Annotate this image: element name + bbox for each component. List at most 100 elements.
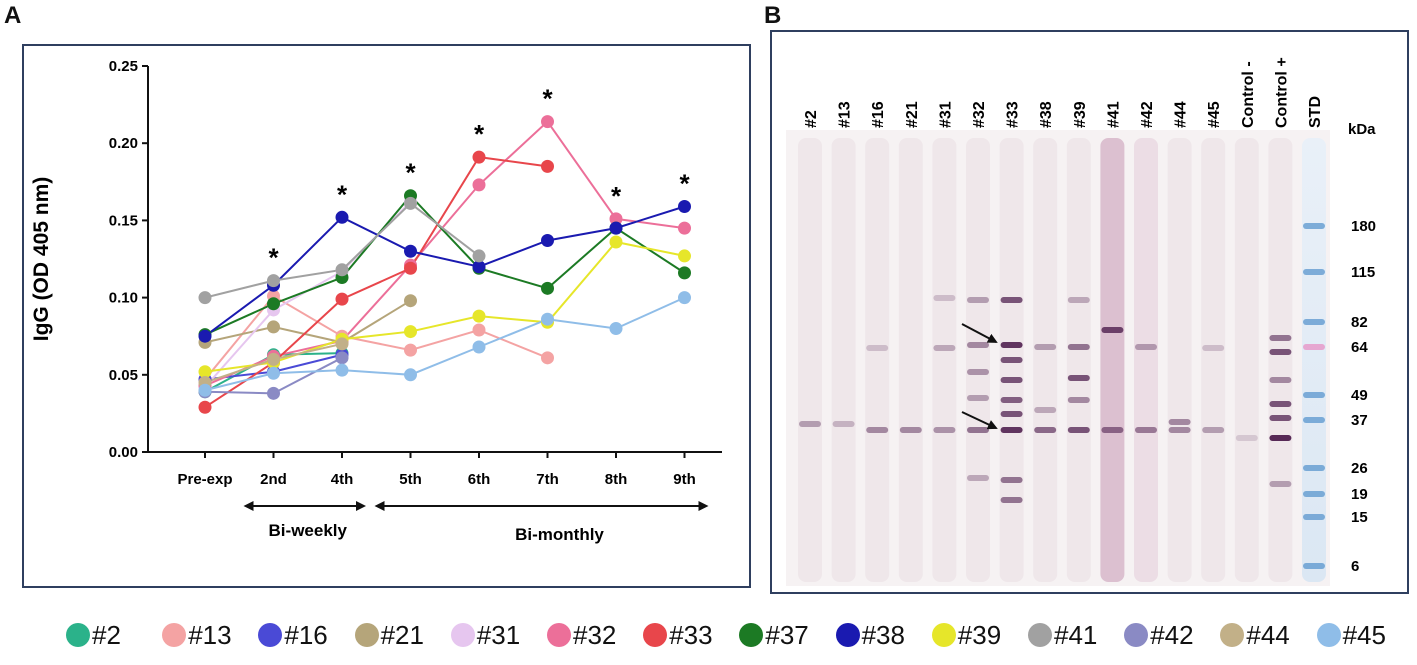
- band: [967, 297, 989, 303]
- y-tick-label: 0.05: [109, 367, 138, 384]
- band: [1135, 344, 1157, 350]
- band: [1101, 427, 1124, 433]
- kda-marker-label: 19: [1351, 486, 1368, 503]
- band: [933, 427, 956, 433]
- data-point-n13: [404, 343, 417, 357]
- band: [1269, 335, 1292, 341]
- series-line-n45: [204, 296, 685, 392]
- data-point-n38: [609, 221, 623, 235]
- kda-marker-label: 82: [1351, 314, 1368, 331]
- data-point-n39: [472, 309, 486, 323]
- series-line-n37: [204, 194, 686, 336]
- band: [1067, 344, 1090, 350]
- band: [1000, 397, 1023, 403]
- kda-marker-label: 115: [1351, 264, 1375, 281]
- band: [1000, 477, 1023, 483]
- lane-label: #38: [1038, 101, 1055, 128]
- x-tick-label: 2nd: [260, 471, 287, 488]
- legend-swatch-icon: [66, 623, 90, 647]
- data-point-n38: [472, 260, 486, 274]
- lane-label: #21: [904, 101, 921, 128]
- data-point-n32: [541, 115, 554, 129]
- band: [1168, 419, 1191, 425]
- y-tick-label: 0.15: [109, 212, 138, 229]
- lane-14: [1234, 138, 1259, 582]
- x-tick-label: 4th: [331, 471, 354, 488]
- data-point-n45: [541, 312, 554, 326]
- legend-item: #45: [1316, 612, 1386, 658]
- legend-item: #13: [162, 612, 232, 658]
- legend-swatch-icon: [450, 623, 475, 647]
- lane-label: #13: [837, 101, 854, 128]
- data-point-n41: [198, 291, 212, 305]
- band: [1000, 297, 1023, 303]
- kda-marker-label: 37: [1351, 412, 1368, 429]
- data-point-n41: [404, 196, 417, 210]
- legend-item: #37: [739, 612, 809, 658]
- band: [933, 295, 956, 301]
- lane-label: #39: [1072, 101, 1089, 128]
- y-tick-label: 0.25: [109, 58, 138, 75]
- y-tick-label: 0.00: [109, 444, 138, 461]
- lane-15: [1268, 138, 1293, 582]
- series-line-n32: [204, 120, 685, 387]
- legend-item: #33: [643, 612, 713, 658]
- lane-label: #44: [1173, 101, 1190, 128]
- lane-4: [898, 138, 923, 582]
- legend-swatch-icon: [1316, 623, 1341, 647]
- data-point-n38: [541, 233, 554, 247]
- band: [899, 427, 922, 433]
- legend-item: #21: [354, 612, 424, 658]
- kda-marker-label: 26: [1351, 460, 1368, 477]
- band: [1000, 497, 1023, 503]
- legend-item: #32: [547, 612, 616, 658]
- data-point-n44: [267, 352, 280, 366]
- kda-marker-label: 15: [1351, 509, 1368, 526]
- data-point-n39: [678, 249, 691, 263]
- legend-label: #44: [1246, 619, 1290, 650]
- legend-label: #37: [765, 619, 809, 650]
- significance-star: *: [542, 84, 553, 114]
- kda-unit-label: kDa: [1348, 121, 1376, 138]
- band: [1202, 427, 1225, 433]
- legend-label: #41: [1054, 619, 1098, 650]
- ladder-band: [1303, 563, 1325, 569]
- legend-label: #45: [1342, 619, 1386, 650]
- legend-item: #16: [258, 612, 328, 658]
- data-point-n37: [267, 297, 280, 311]
- legend-swatch-icon: [1124, 623, 1149, 647]
- legend-swatch-icon: [643, 623, 668, 647]
- band: [1000, 342, 1023, 348]
- band: [1235, 435, 1258, 441]
- band: [832, 421, 855, 427]
- legend-swatch-icon: [354, 623, 379, 647]
- data-point-n39: [404, 325, 417, 339]
- data-point-n41: [267, 274, 280, 288]
- band: [866, 427, 889, 433]
- data-point-n39: [198, 365, 212, 379]
- data-point-n32: [472, 178, 486, 192]
- y-tick-label: 0.20: [109, 135, 138, 152]
- series-line-n31: [204, 201, 412, 388]
- data-point-n33: [472, 150, 486, 164]
- significance-star: *: [611, 181, 622, 211]
- lane-2: [831, 138, 856, 582]
- significance-star: *: [337, 179, 348, 209]
- data-point-n33: [198, 400, 212, 414]
- band: [1269, 401, 1292, 407]
- band-arrow-upper: [961, 323, 998, 343]
- data-point-n41: [335, 263, 349, 277]
- significance-star: *: [268, 243, 279, 273]
- data-point-n42: [335, 351, 349, 365]
- legend-label: #32: [573, 619, 617, 650]
- data-point-n44: [335, 337, 349, 351]
- lane-10: [1100, 138, 1125, 582]
- data-point-n32: [609, 212, 623, 226]
- band: [1269, 481, 1292, 487]
- significance-star: *: [405, 158, 416, 188]
- panel-a-frame: [22, 44, 751, 588]
- x-tick-label: 6th: [468, 471, 491, 488]
- band: [1034, 407, 1057, 413]
- data-point-n38: [678, 200, 691, 214]
